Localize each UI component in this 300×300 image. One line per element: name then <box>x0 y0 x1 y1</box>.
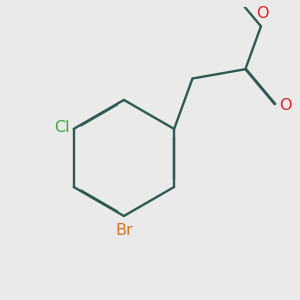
Text: O: O <box>256 5 269 20</box>
Text: Cl: Cl <box>54 120 69 135</box>
Text: O: O <box>279 98 292 113</box>
Text: Br: Br <box>115 223 133 238</box>
